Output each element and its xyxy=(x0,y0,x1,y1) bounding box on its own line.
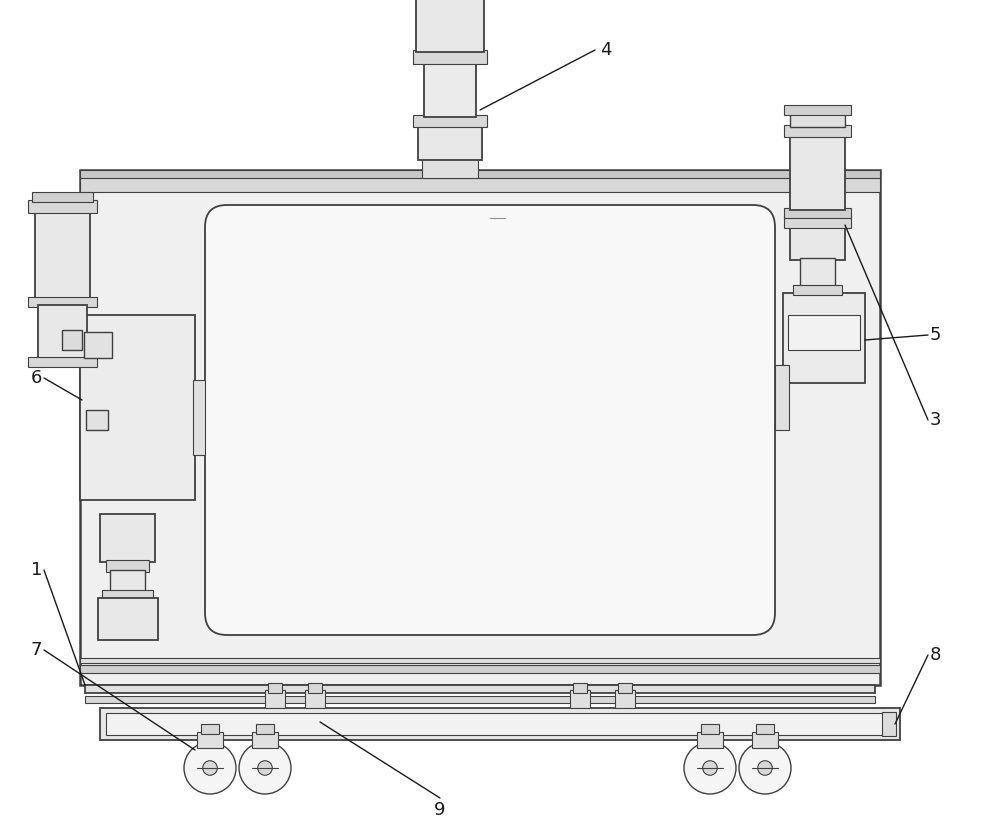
Bar xyxy=(252,732,278,748)
Bar xyxy=(800,258,835,288)
Text: 6: 6 xyxy=(31,369,42,387)
Bar xyxy=(790,113,845,127)
Bar xyxy=(413,115,487,127)
Bar xyxy=(268,683,282,693)
Bar xyxy=(422,158,478,178)
Bar xyxy=(80,170,880,685)
Bar xyxy=(424,62,476,117)
Bar xyxy=(80,315,195,500)
Bar xyxy=(783,293,865,383)
Bar xyxy=(35,210,90,300)
Bar xyxy=(573,683,587,693)
Bar xyxy=(756,724,774,734)
Bar xyxy=(790,225,845,260)
Circle shape xyxy=(239,742,291,794)
Bar xyxy=(102,590,153,603)
Bar xyxy=(416,0,484,52)
Bar xyxy=(85,696,875,703)
Bar xyxy=(28,200,97,213)
Bar xyxy=(106,560,149,572)
Bar xyxy=(80,170,880,178)
Bar xyxy=(413,50,487,64)
Bar xyxy=(615,690,635,708)
Bar xyxy=(110,570,145,592)
Bar xyxy=(418,125,482,160)
Bar xyxy=(193,380,205,455)
Circle shape xyxy=(203,761,217,775)
Bar xyxy=(784,208,851,218)
Bar xyxy=(784,125,851,137)
FancyBboxPatch shape xyxy=(205,205,775,635)
Circle shape xyxy=(684,742,736,794)
Text: 5: 5 xyxy=(930,326,942,344)
Bar xyxy=(790,135,845,210)
Bar xyxy=(84,332,112,358)
Bar xyxy=(62,330,82,350)
Bar xyxy=(882,712,896,736)
Bar xyxy=(784,105,851,115)
Text: 4: 4 xyxy=(600,41,612,59)
Bar xyxy=(788,315,860,350)
Bar xyxy=(28,357,97,367)
Bar xyxy=(100,708,900,740)
Text: 8: 8 xyxy=(930,646,941,664)
Bar xyxy=(38,305,87,360)
Bar xyxy=(28,297,97,307)
Bar xyxy=(305,690,325,708)
Bar xyxy=(106,713,894,735)
Text: 1: 1 xyxy=(31,561,42,579)
Bar xyxy=(85,685,875,693)
Text: 3: 3 xyxy=(930,411,942,429)
Bar xyxy=(32,192,93,202)
Bar xyxy=(256,724,274,734)
Circle shape xyxy=(739,742,791,794)
Circle shape xyxy=(758,761,772,775)
Bar xyxy=(618,683,632,693)
Bar xyxy=(100,514,155,562)
Circle shape xyxy=(258,761,272,775)
Bar xyxy=(265,690,285,708)
Bar xyxy=(86,410,108,430)
Bar xyxy=(197,732,223,748)
Bar xyxy=(701,724,719,734)
Bar xyxy=(793,285,842,295)
Circle shape xyxy=(184,742,236,794)
Bar xyxy=(570,690,590,708)
Bar xyxy=(775,365,789,430)
Bar xyxy=(80,170,880,192)
Bar xyxy=(201,724,219,734)
Text: 7: 7 xyxy=(31,641,42,659)
Circle shape xyxy=(703,761,717,775)
Bar xyxy=(752,732,778,748)
Text: 9: 9 xyxy=(434,801,446,819)
Bar xyxy=(784,216,851,228)
Bar xyxy=(697,732,723,748)
Bar xyxy=(80,658,880,663)
Bar xyxy=(308,683,322,693)
Bar xyxy=(80,665,880,673)
Bar xyxy=(98,598,158,640)
